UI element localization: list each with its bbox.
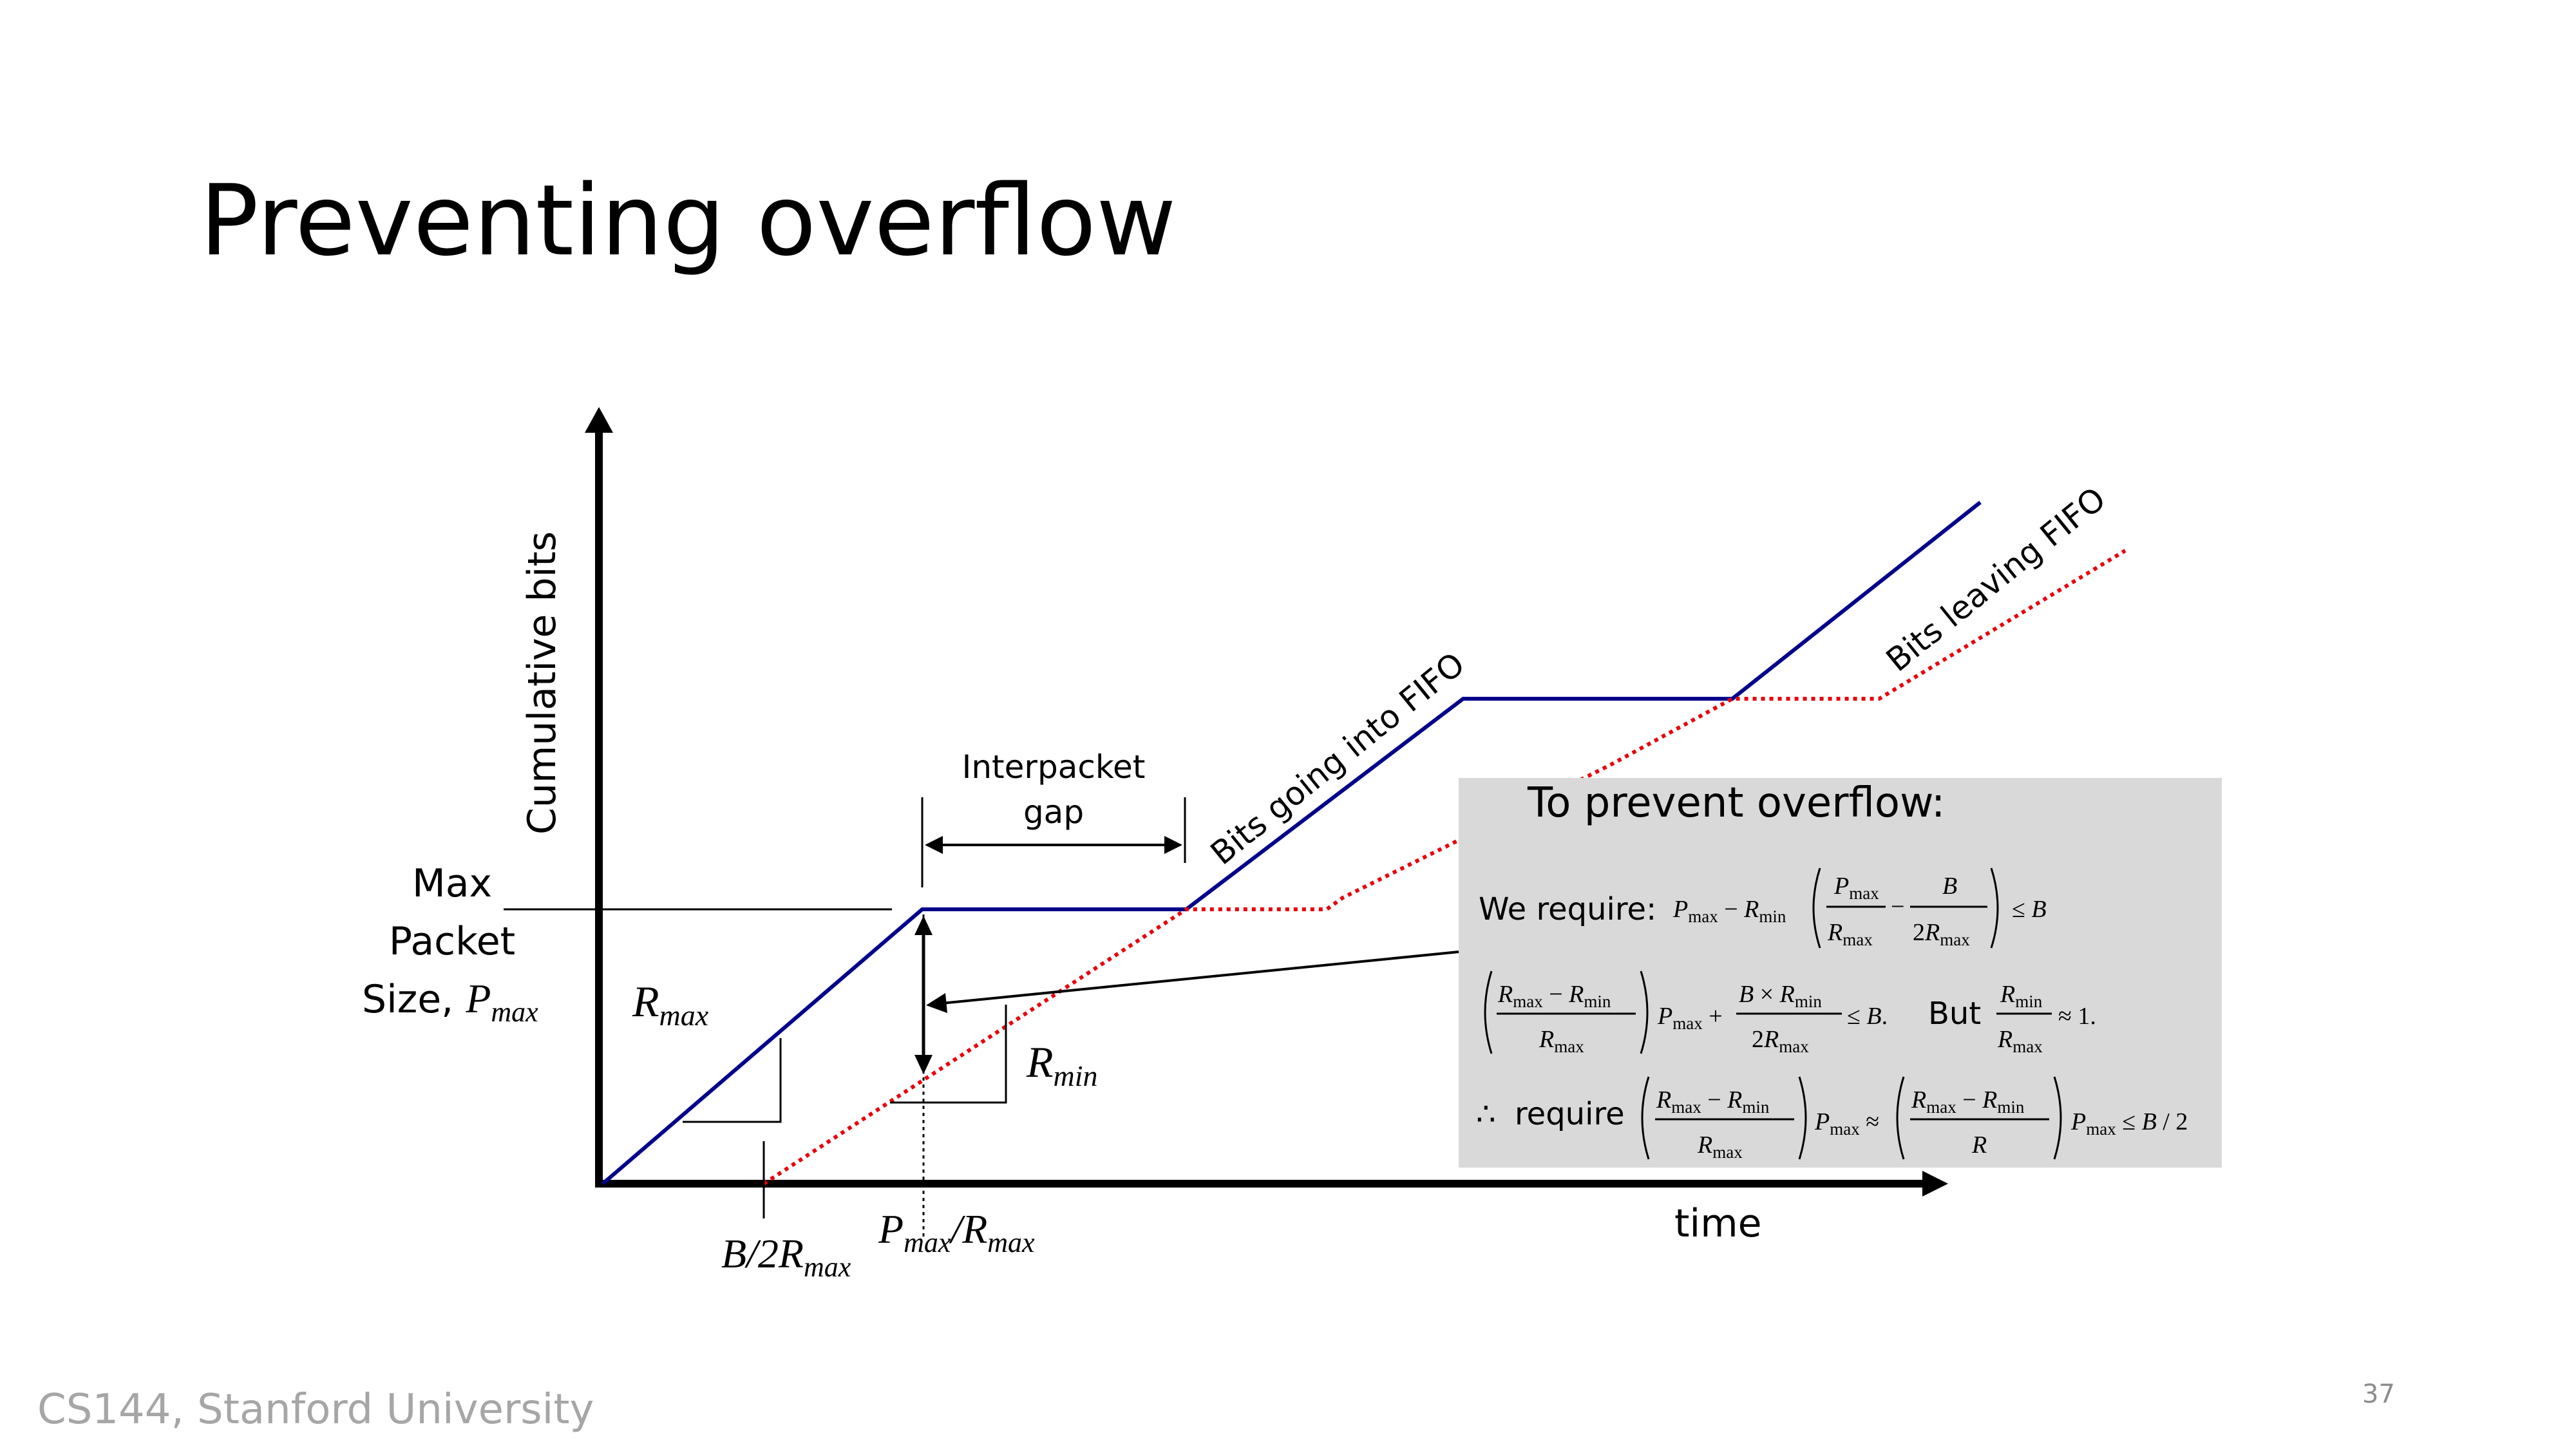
svg-text:Rmax: Rmax [1539,1026,1584,1056]
svg-text:Rmax − Rmin: Rmax − Rmin [1911,1086,2025,1117]
packet-label: Packet [389,919,515,964]
svg-text:Rmax: Rmax [1997,1026,2043,1056]
gap-arrow-left [925,836,943,854]
svg-text:Rmax: Rmax [1827,919,1873,949]
require-label: require [1515,1096,1625,1132]
tick-label-pmax-rmax: Pmax/Rmax [878,1206,1035,1258]
rmax-slope-triangle [683,1038,782,1123]
svg-text:≈ 1.: ≈ 1. [2058,1003,2096,1030]
gap-label-line2: gap [1023,793,1084,831]
y-axis-arrowhead [585,407,613,433]
gap-arrow-right [1164,836,1182,854]
svg-text:R: R [1971,1132,1987,1159]
svg-text:Rmax: Rmax [1697,1132,1743,1162]
svg-text:Pmax ≈: Pmax ≈ [1814,1108,1879,1139]
occupancy-arrow-down [914,1055,933,1074]
svg-text:≤ B: ≤ B [2012,896,2047,923]
svg-text:Pmax: Pmax [1833,873,1879,903]
svg-text:Rmax − Rmin: Rmax − Rmin [1656,1086,1770,1117]
size-label: Size, Pmax [362,976,538,1028]
callout-pointer [941,951,1459,1005]
svg-text:Rmin: Rmin [2000,981,2043,1011]
we-require-label: We require: [1479,891,1656,927]
x-axis-label: time [1674,1201,1762,1246]
equation-ratio-approx: Rmin Rmax ≈ 1. [1996,981,2096,1056]
svg-text:B: B [1942,873,1957,900]
tick-label-b-2rmax: B/2Rmax [721,1231,851,1283]
footer-text: CS144, Stanford University [37,1386,594,1434]
svg-text:≤ B.: ≤ B. [1847,1003,1888,1030]
rmin-slope-triangle [890,1005,1007,1104]
therefore-symbol: ∴ [1476,1097,1496,1132]
callout-heading: To prevent overflow: [1527,779,1945,827]
callout-box [1459,778,2222,1168]
svg-text:Rmax − Rmin: Rmax − Rmin [1497,981,1611,1011]
gap-label-line1: Interpacket [962,748,1146,786]
bits-out-label: Bits leaving FIFO [1879,480,2112,679]
svg-text:Pmax ≤ B / 2: Pmax ≤ B / 2 [2070,1108,2188,1139]
bits-in-curve [601,500,1982,1186]
bits-out-curve [762,549,2126,1186]
equation-line-3: Rmax − Rmin Rmax Pmax ≈ Rmax − Rmin R Pm… [1641,1076,2188,1162]
slide-title: Preventing overflow [200,164,1176,278]
bits-in-label: Bits going into FIFO [1204,645,1472,873]
rmax-label: Rmax [632,977,709,1032]
y-axis-label: Cumulative bits [520,531,565,835]
svg-text:−: − [1891,893,1904,920]
svg-text:Pmax +: Pmax + [1657,1003,1723,1033]
x-axis-arrowhead [1922,1171,1948,1197]
occupancy-arrow-up [914,916,933,935]
max-label: Max [412,861,492,906]
rmin-label: Rmin [1026,1037,1098,1092]
callout-pointer-head [926,993,947,1013]
svg-text:Pmax − Rmin: Pmax − Rmin [1672,896,1786,926]
page-number: 37 [2362,1379,2395,1409]
but-label: But [1928,996,1981,1032]
